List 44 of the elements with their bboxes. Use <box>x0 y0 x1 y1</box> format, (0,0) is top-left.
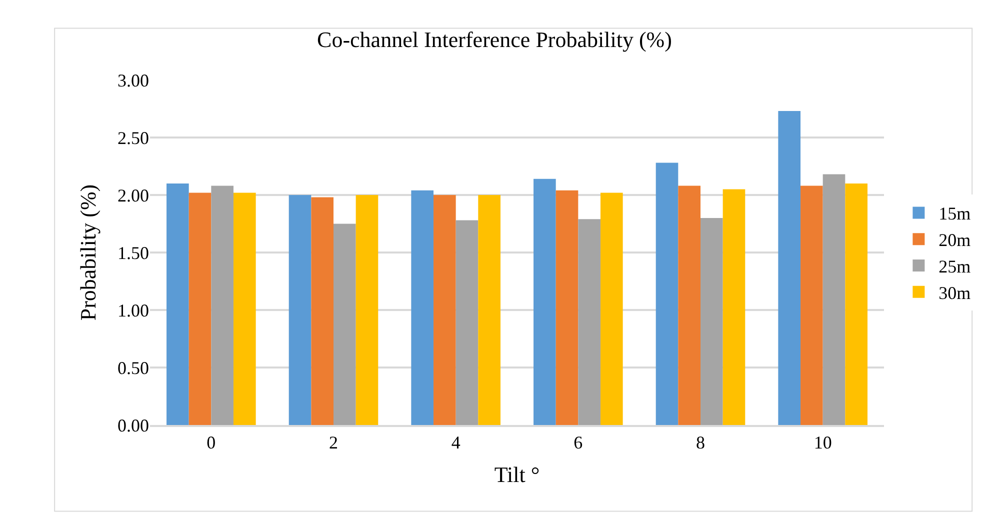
y-tick-label: 0.50 <box>118 358 149 378</box>
legend-label: 15m <box>938 204 971 224</box>
y-tick-label: 1.00 <box>118 300 149 320</box>
bar <box>700 218 723 425</box>
x-tick-label: 8 <box>696 432 705 453</box>
x-tick-label: 6 <box>574 432 583 453</box>
bar <box>211 186 234 425</box>
legend-label: 25m <box>938 256 971 277</box>
y-tick-label: 2.50 <box>118 128 149 148</box>
y-tick-label: 2.00 <box>118 185 149 206</box>
bar <box>456 220 478 425</box>
bar <box>478 195 500 425</box>
bar <box>556 190 578 425</box>
legend-label: 20m <box>938 230 971 250</box>
bar <box>188 192 212 425</box>
bar <box>534 178 556 425</box>
bar <box>356 195 378 425</box>
x-tick-label: 4 <box>451 432 460 453</box>
bar <box>778 111 801 425</box>
x-tick-label: 2 <box>329 432 338 453</box>
bar <box>411 190 434 425</box>
bar <box>434 195 456 425</box>
y-tick-label: 0.00 <box>118 415 149 436</box>
bar <box>845 184 868 425</box>
y-tick-label: 3.00 <box>118 70 149 90</box>
bar <box>288 195 312 425</box>
y-axis-title: Probability (%) <box>75 184 100 321</box>
legend-label: 30m <box>938 282 971 303</box>
x-tick-label: 0 <box>206 432 216 453</box>
bar <box>600 192 623 425</box>
x-axis-title: Tilt ° <box>494 462 540 487</box>
bar <box>334 224 356 425</box>
bar <box>166 184 189 425</box>
bar <box>800 186 823 425</box>
bar <box>822 174 846 425</box>
bar <box>578 219 600 425</box>
bar <box>311 197 334 425</box>
bar <box>233 192 256 425</box>
chart-title: Co-channel Interference Probability (%) <box>317 26 672 52</box>
bar <box>722 189 746 425</box>
x-tick-label: 10 <box>814 432 832 453</box>
bar <box>656 162 678 425</box>
bar <box>678 186 700 425</box>
y-tick-label: 1.50 <box>118 242 149 263</box>
